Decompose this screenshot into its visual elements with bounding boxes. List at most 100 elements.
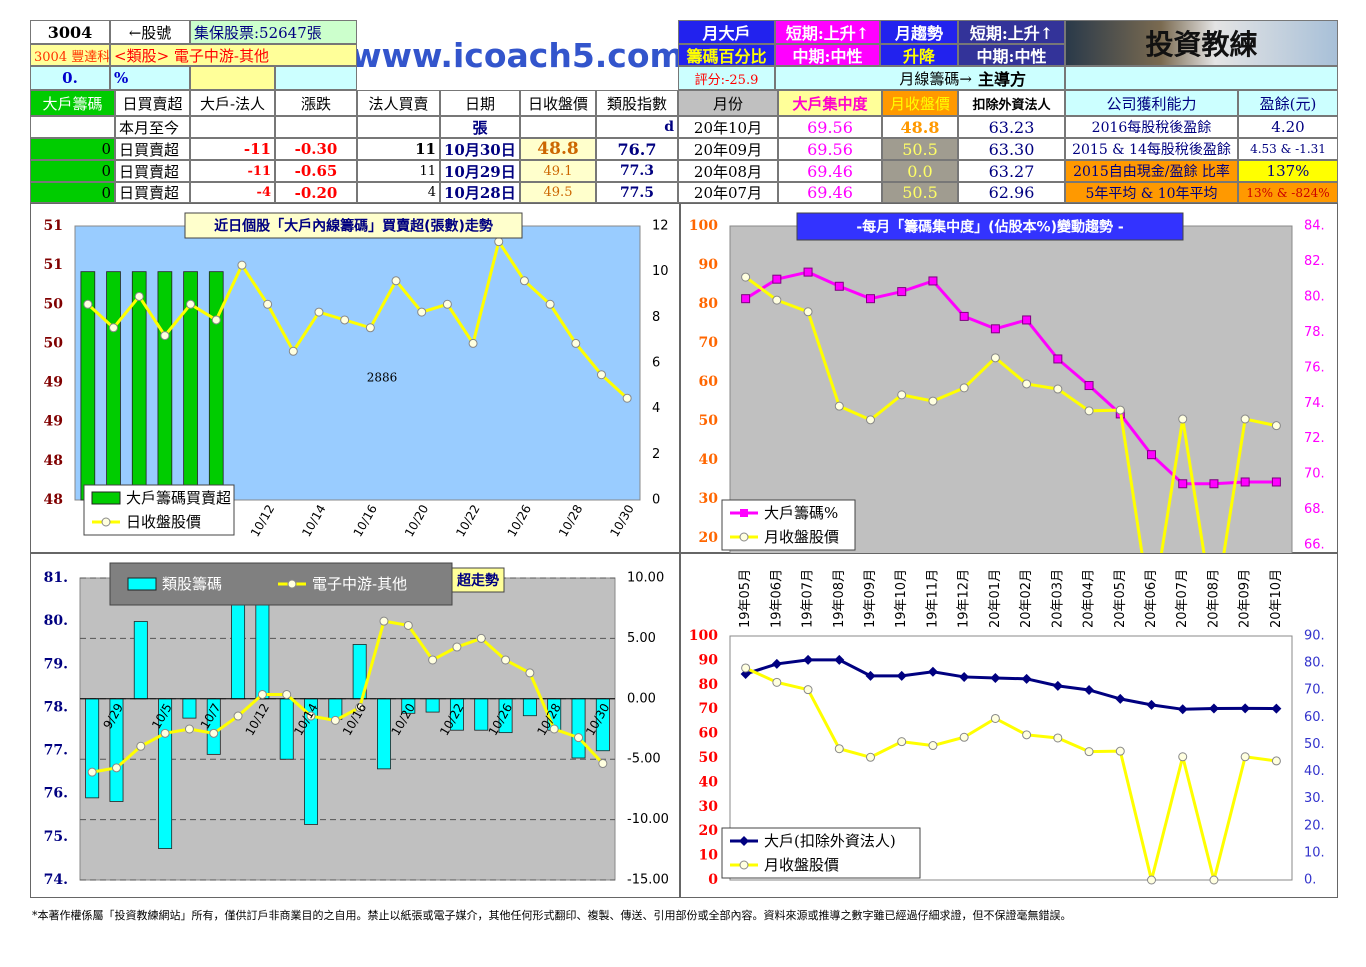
y-tick-label: 80: [699, 296, 719, 312]
y2-tick-label: -5.00: [627, 752, 661, 767]
y-tick-label: 80.: [44, 613, 68, 629]
line-series: [744, 275, 1277, 553]
marker: [1146, 699, 1157, 710]
marker: [428, 655, 438, 665]
x-tick-label: 20年07月: [1175, 569, 1190, 628]
marker: [519, 276, 529, 286]
marker: [1053, 354, 1063, 364]
chart-title: 近日個股「大戶內線籌碼」買賣超(張數)走勢: [214, 218, 493, 235]
y-tick-label: 77.: [44, 743, 68, 759]
marker: [1084, 747, 1094, 757]
table-cell: -0.30: [275, 138, 357, 160]
y2-tick-label: 10: [652, 264, 669, 279]
x-tick-label: 20年04月: [1082, 569, 1097, 628]
footer: *本著作權係屬「投資教練網站」所有，僅供訂戶非商業目的之自用。禁止以紙張或電子媒…: [32, 909, 1072, 922]
marker: [596, 370, 606, 380]
y-tick-label: 51: [44, 218, 63, 234]
marker: [834, 281, 844, 291]
y-tick-label: 49: [44, 414, 63, 430]
bar: [377, 698, 391, 770]
table-cell: 20年08月: [678, 160, 778, 182]
marker: [571, 338, 581, 348]
table-cell: 48.8: [882, 116, 958, 138]
legend-label: 大戶(扣除外資法人): [764, 832, 896, 850]
annotation: 2886: [367, 371, 398, 385]
table-cell: 50.5: [882, 182, 958, 203]
marker: [233, 711, 243, 721]
marker: [134, 291, 144, 301]
column-header: 法人買賣: [357, 90, 440, 116]
y-tick-label: 70: [699, 335, 719, 351]
x-tick-label: 20年02月: [1019, 569, 1034, 628]
column-header: 大戶-法人: [190, 90, 275, 116]
y2-tick-label: 78.: [1304, 325, 1325, 340]
table-cell: [30, 116, 115, 138]
table-cell: [275, 116, 357, 138]
y-tick-label: 75.: [44, 829, 68, 845]
y2-tick-label: 72.: [1304, 431, 1325, 446]
table-cell: 4: [357, 182, 440, 203]
marker: [990, 353, 1000, 363]
marker: [545, 299, 555, 309]
marker: [1053, 733, 1063, 743]
y-tick-label: 50: [44, 296, 64, 312]
y-tick-label: 40: [699, 452, 719, 468]
chart: 48484949505051510246810129/2910/510/710/…: [30, 203, 680, 553]
marker: [288, 346, 298, 356]
y-tick-label: 80: [699, 677, 719, 693]
marker: [314, 307, 324, 317]
table-cell: d: [596, 116, 678, 138]
marker: [622, 393, 632, 403]
bar: [425, 698, 440, 713]
marker: [330, 715, 340, 725]
marker: [263, 299, 273, 309]
marker: [365, 323, 375, 333]
bar: [106, 271, 121, 501]
legend-marker: [739, 532, 749, 542]
legend-label: 大戶籌碼%: [764, 504, 838, 522]
marker: [803, 685, 813, 695]
brand: 投資教練: [1065, 20, 1338, 66]
y2-tick-label: 90.: [1304, 629, 1325, 644]
y-tick-label: 70: [699, 701, 719, 717]
code-label: ←股號: [110, 20, 190, 44]
marker: [1147, 450, 1156, 460]
x-tick-label: 19年11月: [925, 569, 940, 628]
y2-tick-label: 4: [652, 401, 660, 416]
marker: [1240, 477, 1250, 487]
marker: [186, 299, 196, 309]
title-box: [796, 212, 1184, 241]
marker: [741, 663, 751, 673]
marker: [549, 724, 559, 734]
title-box: [184, 212, 523, 239]
column-header: 公司獲利能力: [1065, 90, 1238, 116]
marker: [1209, 479, 1219, 489]
title-box: [451, 567, 505, 593]
column-header: 月收盤價: [882, 90, 958, 116]
marker: [834, 744, 844, 754]
marker: [1271, 756, 1281, 766]
legend-label: 月收盤股價: [764, 528, 839, 546]
x-tick-label: 20年10月: [1269, 569, 1284, 628]
x-tick-label: 20年03月: [1050, 569, 1065, 628]
table-cell: 77.5: [596, 182, 678, 203]
marker: [1147, 875, 1156, 885]
cell: [1065, 66, 1338, 90]
marker: [772, 677, 782, 687]
chart: 74. 75. 76. 77. 78. 79. 80. 81. -15.00 -10.00 -5.0…: [30, 553, 680, 898]
marker: [959, 311, 969, 321]
legend-marker: [740, 509, 748, 517]
marker: [1271, 703, 1282, 714]
trend: 月趨勢: [880, 20, 958, 44]
column-header: 日買賣超: [115, 90, 190, 116]
marker: [111, 763, 121, 773]
marker: [1053, 384, 1063, 394]
short-2: 短期:上升↑: [958, 20, 1065, 44]
marker: [1240, 703, 1251, 714]
table-cell: 0: [30, 160, 115, 182]
x-tick-label: 20年08月: [1206, 569, 1221, 628]
monthly-chips: 月線籌碼→: [775, 66, 975, 90]
table-cell: -11: [190, 160, 275, 182]
